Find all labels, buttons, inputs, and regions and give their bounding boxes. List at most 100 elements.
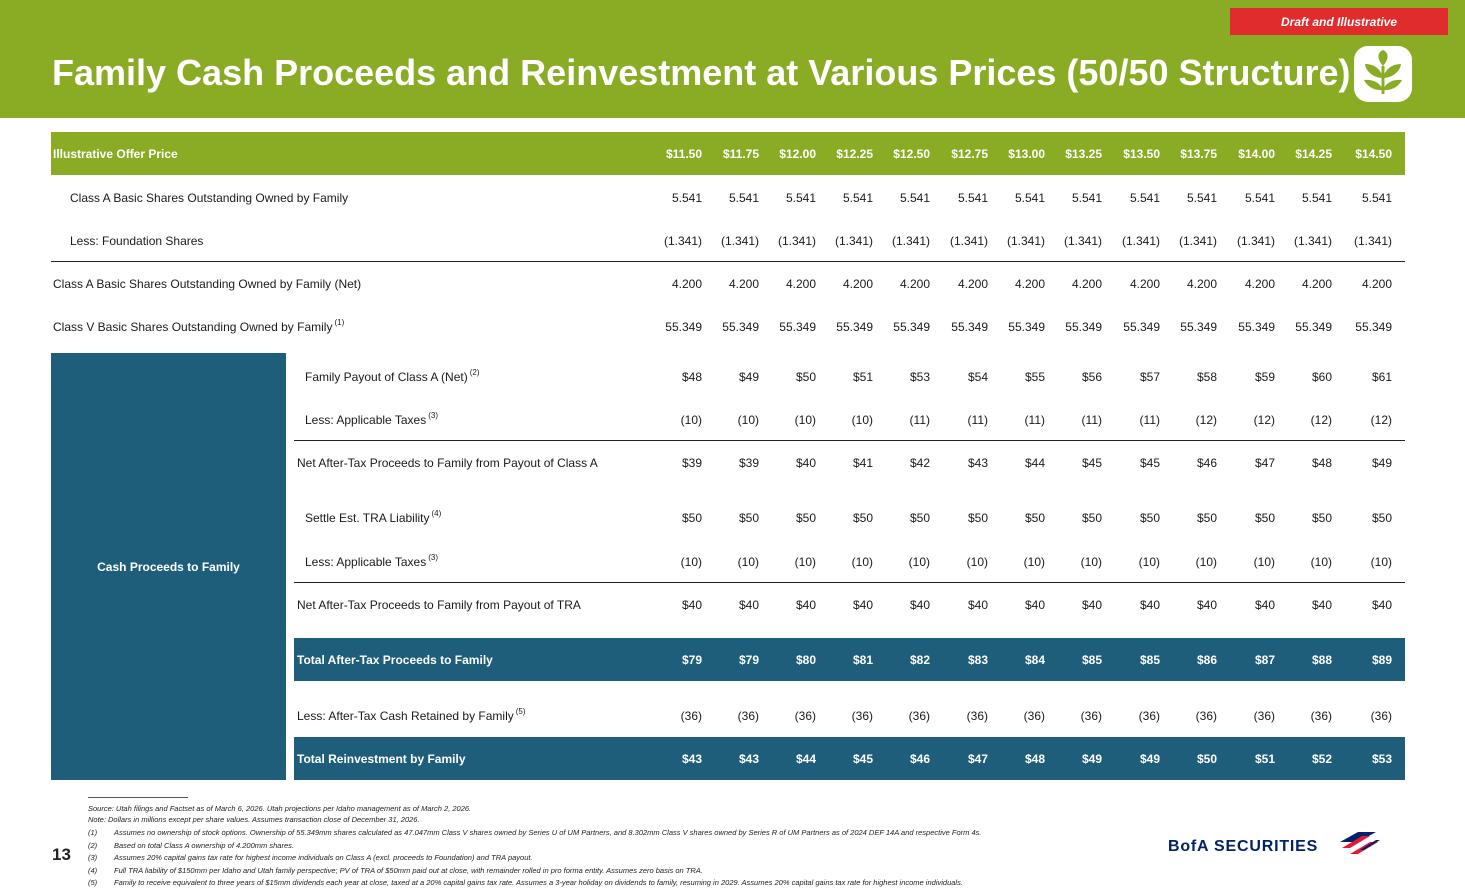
table-row: Total After-Tax Proceeds to Family $79 $79… [294,638,1405,681]
value-cell: 4.200 [1301,276,1332,291]
value-cell: $79 [738,652,759,667]
value-cell: (1.341) [777,233,816,248]
value-cell: $50 [1196,510,1217,525]
value-cell: (10) [680,412,702,427]
cash-proceeds-side-label: Cash Proceeds to Family [51,353,286,780]
value-cell: 4.200 [1014,276,1045,291]
value-cell: (10) [737,554,759,569]
value-cell: $45 [1081,455,1102,470]
value-cell: 4.200 [1129,276,1160,291]
row-label: Net After-Tax Proceeds to Family from Pa… [297,455,598,470]
row-label: Family Payout of Class A (Net) (2) [305,368,480,384]
value-cell: (11) [1024,412,1045,427]
value-cell: $40 [1371,597,1392,612]
value-cell: $55 [1024,369,1045,384]
table-row: Less: After-Tax Cash Retained by Family(… [294,694,1405,737]
value-cell: $50 [1254,510,1275,525]
footnote: (4) Full TRA liability of $150mm per Idah… [88,866,703,875]
value-cell: 5.541 [1186,190,1217,205]
value-cell: $82 [909,652,930,667]
value-cell: $43 [738,751,759,766]
value-cell: (10) [1370,554,1392,569]
value-cell: 5.541 [785,190,816,205]
value-cell: $47 [1254,455,1275,470]
value-cell: $51 [1254,751,1275,766]
value-cell: $11.75 [722,146,759,161]
footnote-ref: (3) [428,411,438,420]
value-cell: $40 [1196,597,1217,612]
value-cell: $50 [795,510,816,525]
value-cell: $50 [1139,510,1160,525]
footnote-text: Source: Utah filings and Factset as of M… [88,804,472,813]
value-cell: 4.200 [785,276,816,291]
value-cell: (1.341) [720,233,759,248]
row-label: Net After-Tax Proceeds to Family from Pa… [297,597,581,612]
footnote-number: (1) [88,828,98,837]
value-cell: 5.541 [1129,190,1160,205]
table-row: Illustrative Offer Price $11.50 $11.75 $12.… [51,132,1405,175]
footnote-text: Full TRA liability of $150mm per Idaho a… [114,866,703,875]
value-cell: (1.341) [1293,233,1332,248]
value-cell: $40 [852,597,873,612]
value-cell: $45 [1139,455,1160,470]
value-cell: $48 [681,369,702,384]
value-cell: (1.341) [1236,233,1275,248]
divider-after-classa-taxes [294,440,1405,441]
value-cell: $43 [681,751,702,766]
value-cell: $13.75 [1180,146,1217,161]
value-cell: $54 [967,369,988,384]
value-cell: (36) [966,708,988,723]
value-cell: $58 [1196,369,1217,384]
value-cell: $85 [1081,652,1102,667]
value-cell: (11) [1081,412,1102,427]
value-cell: (36) [1310,708,1332,723]
value-cell: $44 [795,751,816,766]
value-cell: $40 [1024,597,1045,612]
value-cell: 55.349 [893,319,930,334]
footnote-ref: (2) [469,368,480,377]
value-cell: 55.349 [1295,319,1332,334]
value-cell: $49 [738,369,759,384]
row-label: Class V Basic Shares Outstanding Owned b… [53,318,345,334]
value-cell: $41 [852,455,873,470]
value-cell: (36) [1195,708,1217,723]
value-cell: 55.349 [779,319,816,334]
footnote-ref: (4) [431,509,442,518]
value-cell: $40 [967,597,988,612]
row-label: Less: Foundation Shares [70,233,204,248]
value-cell: $88 [1311,652,1332,667]
value-cell: $50 [795,369,816,384]
value-cell: $48 [1311,455,1332,470]
value-cell: 55.349 [1180,319,1217,334]
value-cell: $87 [1254,652,1275,667]
value-cell: $42 [909,455,930,470]
value-cell: $44 [1024,455,1045,470]
value-cell: 5.541 [1301,190,1332,205]
value-cell: (1.341) [1063,233,1102,248]
value-cell: $50 [681,510,702,525]
value-cell: $39 [681,455,702,470]
value-cell: $86 [1196,652,1217,667]
value-cell: (36) [1138,708,1160,723]
table-row: Net After-Tax Proceeds to Family from Pa… [294,583,1405,626]
value-cell: (10) [851,412,873,427]
row-label: Settle Est. TRA Liability (4) [305,509,442,525]
value-cell: $50 [1024,510,1045,525]
value-cell: $49 [1081,751,1102,766]
value-cell: 5.541 [957,190,988,205]
value-cell: (10) [1253,554,1275,569]
value-cell: (36) [1023,708,1045,723]
row-label: Total After-Tax Proceeds to Family [297,652,493,667]
value-cell: (10) [851,554,873,569]
value-cell: $56 [1081,369,1102,384]
footnote-number: (4) [88,866,98,875]
value-cell: (10) [908,554,930,569]
value-cell: $61 [1371,369,1392,384]
value-cell: (10) [966,554,988,569]
table-row: Less: Foundation Shares (1.341) (1.341) (1.… [51,219,1405,262]
value-cell: 55.349 [836,319,873,334]
value-cell: 4.200 [728,276,759,291]
value-cell: $59 [1254,369,1275,384]
value-cell: 55.349 [1008,319,1045,334]
value-cell: 5.541 [728,190,759,205]
